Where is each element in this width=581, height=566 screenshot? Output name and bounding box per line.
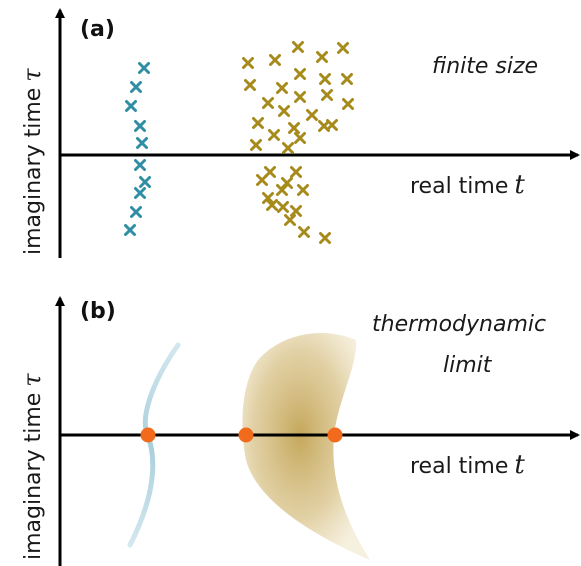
gold-cross	[316, 51, 328, 63]
panel-a: (a) imaginary time τ real time t finite si…	[18, 8, 580, 258]
gold-cross	[321, 89, 333, 101]
gold-cross	[262, 97, 274, 109]
gold-cross	[276, 184, 288, 196]
teal-cross	[124, 224, 136, 236]
gold-cross	[326, 119, 338, 131]
panel-a-xlabel-text: real time	[410, 174, 508, 199]
gold-cross	[277, 201, 289, 213]
panel-b-label: (b)	[80, 299, 116, 324]
gold-cross	[269, 54, 281, 66]
gold-cross	[252, 117, 264, 129]
panel-b-note-line1: thermodynamic	[372, 312, 546, 337]
intersection-dot-region-right	[327, 427, 343, 443]
teal-cross	[134, 120, 146, 132]
gold-cross	[319, 73, 331, 85]
teal-cross	[136, 137, 148, 149]
teal-cross	[138, 62, 150, 74]
panel-b-ylabel-text: imaginary time	[21, 393, 46, 560]
gold-cross	[341, 73, 353, 85]
teal-cross	[134, 187, 146, 199]
gold-cross	[250, 139, 262, 151]
gold-cross	[297, 184, 309, 196]
teal-cross	[139, 176, 151, 188]
panel-b-xsymbol: t	[514, 450, 525, 480]
teal-crosses	[124, 62, 151, 236]
teal-cross	[134, 159, 146, 171]
panel-a-label: (a)	[80, 17, 115, 42]
panel-a-ylabel: imaginary time τ	[18, 68, 46, 255]
panel-b-xlabel-text: real time	[410, 454, 508, 479]
gold-cross	[268, 129, 280, 141]
gold-cross	[262, 192, 274, 204]
gold-cross	[294, 68, 306, 80]
panel-b-note-line2: limit	[443, 353, 493, 378]
teal-cross	[125, 100, 137, 112]
panel-a-ysymbol: τ	[18, 68, 46, 82]
gold-cross	[298, 226, 310, 238]
gold-cross	[288, 122, 300, 134]
gold-cross	[319, 232, 331, 244]
panel-b-ysymbol: τ	[18, 373, 46, 387]
teal-cross	[130, 206, 142, 218]
gold-cross	[290, 166, 302, 178]
gold-cross	[282, 142, 294, 154]
gold-cross	[294, 91, 306, 103]
intersection-dot-region-left	[238, 427, 254, 443]
panel-b-ylabel: imaginary time τ	[18, 373, 46, 560]
gold-cross	[244, 79, 256, 91]
intersection-dot-curve	[140, 427, 156, 443]
gold-cross	[294, 132, 306, 144]
gold-cross	[256, 174, 268, 186]
blue-curve	[127, 342, 181, 548]
gold-cross	[284, 214, 296, 226]
gold-cross	[276, 82, 288, 94]
gold-cross	[266, 199, 278, 211]
gold-cross	[337, 42, 349, 54]
gold-cross	[342, 98, 354, 110]
gold-crosses	[242, 41, 354, 244]
panel-a-note: finite size	[432, 54, 538, 79]
gold-cross	[290, 205, 302, 217]
teal-cross	[130, 81, 142, 93]
gold-cross	[306, 109, 318, 121]
gold-cross	[242, 57, 254, 69]
panel-a-xlabel: real time t	[410, 170, 525, 200]
gold-region	[242, 332, 370, 560]
gold-cross	[278, 105, 290, 117]
panel-a-xsymbol: t	[514, 170, 525, 200]
gold-cross	[292, 41, 304, 53]
panel-a-ylabel-text: imaginary time	[21, 88, 46, 255]
panel-b-xlabel: real time t	[410, 450, 525, 480]
panel-b: (b) imaginary time τ real time t thermodyn…	[18, 296, 580, 566]
